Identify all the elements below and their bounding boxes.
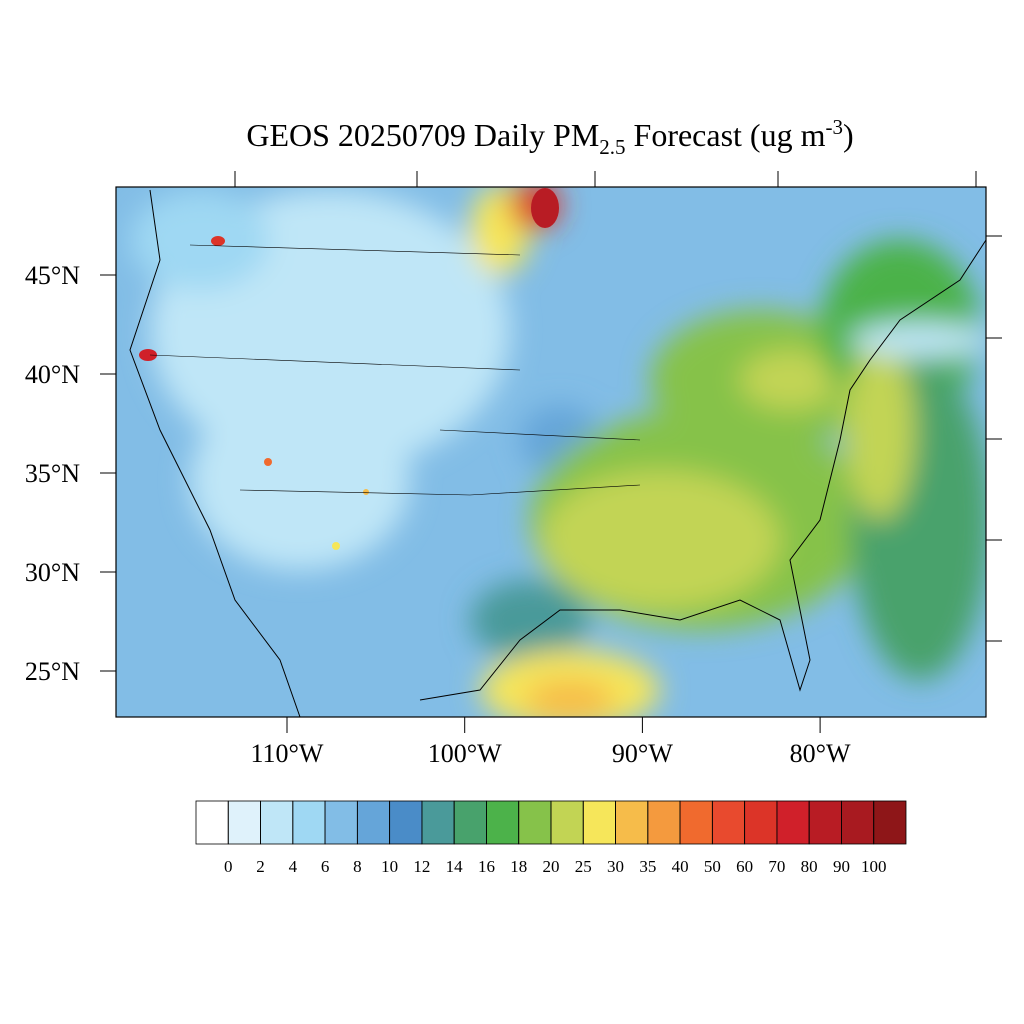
title: GEOS 20250709 Daily PM2.5 Forecast (ug m… [246,115,853,159]
colorbar-label: 100 [861,857,887,876]
colorbar-box [389,800,423,845]
colorbar-box [808,800,842,845]
lat-label: 40°N [25,360,80,389]
colorbar-label: 14 [446,857,464,876]
colorbar-label: 6 [321,857,330,876]
lat-label: 25°N [25,657,80,686]
lat-label: 30°N [25,558,80,587]
colorbar-box [744,800,778,845]
colorbar-label: 70 [768,857,785,876]
colorbar-box [486,800,520,845]
colorbar-label: 10 [381,857,398,876]
frame-ticks [234,171,1002,642]
colorbar-box [324,800,358,845]
colorbar-label: 90 [833,857,850,876]
colorbar-label: 16 [478,857,495,876]
lon-label: 110°W [251,739,324,768]
colorbar-box [453,800,487,845]
lon-label: 90°W [612,739,673,768]
colorbar-box [873,800,907,845]
lat-label: 35°N [25,459,80,488]
colorbar-box [647,800,681,845]
colorbar-box [518,800,552,845]
colorbar-box [260,800,294,845]
colorbar-box [841,800,875,845]
lat-label: 45°N [25,261,80,290]
lon-label: 80°W [790,739,851,768]
colorbar-box [582,800,616,845]
colorbar-box [292,800,326,845]
colorbar-label: 25 [575,857,592,876]
colorbar-label: 2 [256,857,265,876]
colorbar-box [195,800,229,845]
map-field [116,187,986,717]
lon-label: 100°W [428,739,502,768]
colorbar-box [776,800,810,845]
colorbar-box [711,800,746,845]
colorbar-label: 12 [413,857,430,876]
colorbar-box [356,800,391,845]
colorbar-box [550,800,584,845]
colorbar-label: 30 [607,857,624,876]
colorbar-box [679,800,713,845]
colorbar-box [227,800,261,845]
colorbar-label: 60 [736,857,753,876]
colorbar-label: 40 [672,857,689,876]
colorbar-label: 50 [704,857,721,876]
map-frame [115,186,987,718]
colorbar-label: 80 [801,857,818,876]
colorbar-label: 4 [289,857,298,876]
colorbar-box [421,800,455,845]
colorbar-label: 20 [543,857,560,876]
colorbar-label: 35 [639,857,656,876]
colorbar-label: 0 [224,857,233,876]
colorbar-label: 8 [353,857,362,876]
colorbar-box [615,800,649,845]
colorbar-label: 18 [510,857,527,876]
